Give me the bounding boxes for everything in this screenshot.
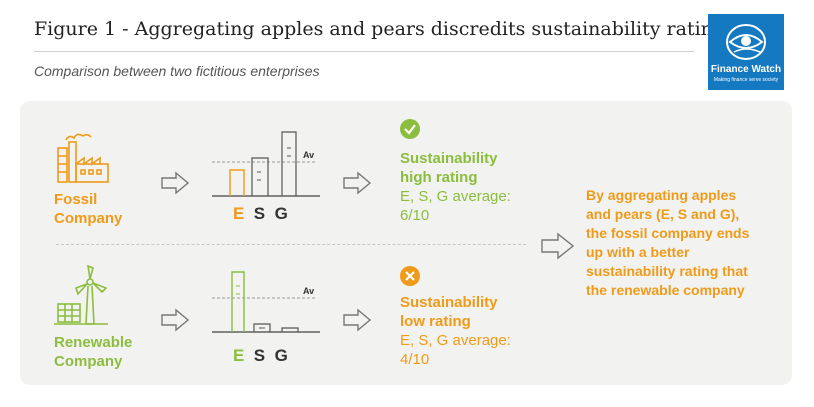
bar-g (281, 131, 297, 196)
globe-eye-icon (726, 24, 766, 60)
check-icon (400, 119, 420, 139)
arrow-right-icon (343, 171, 372, 195)
arrow-right-icon (343, 308, 372, 332)
renewable-esg-bar-chart (212, 271, 320, 333)
bar-s (251, 157, 269, 196)
fossil-rating-title: Sustainability high rating (400, 150, 498, 186)
conclusion-text: By aggregating apples and pears (E, S an… (586, 187, 750, 298)
average-label: Av (303, 150, 315, 160)
wind-turbine-solar-icon (54, 264, 108, 325)
fossil-esg-bar-chart (212, 131, 320, 197)
comparison-panel (20, 101, 792, 385)
bar-g (281, 327, 299, 332)
logo-tagline: Making finance serve society (713, 77, 779, 83)
renewable-esg-labels: E S G (233, 346, 288, 365)
title-divider (34, 51, 694, 52)
renewable-rating-title: Sustainability low rating (400, 294, 498, 330)
logo-brand-text: Finance Watch (710, 64, 782, 75)
arrow-right-icon (161, 308, 190, 332)
bar-e (231, 271, 245, 332)
page-subtitle: Comparison between two fictitious enterp… (34, 63, 320, 79)
arrow-right-icon (161, 171, 190, 195)
average-label: Av (303, 286, 315, 296)
fossil-company-name: Fossil Company (54, 191, 123, 227)
renewable-company-name: Renewable Company (54, 334, 133, 370)
factory-icon (57, 133, 109, 183)
arrow-right-icon (541, 232, 575, 260)
page-title: Figure 1 - Aggregating apples and pears … (34, 18, 735, 40)
cross-icon (400, 266, 420, 286)
row-divider (56, 244, 526, 245)
bar-e (229, 169, 245, 196)
bar-s (253, 323, 271, 332)
renewable-average: E, S, G average: 4/10 (400, 332, 511, 368)
fossil-average: E, S, G average: 6/10 (400, 188, 511, 224)
finance-watch-logo[interactable]: Finance Watch Making finance serve socie… (708, 14, 784, 90)
fossil-esg-labels: E S G (233, 204, 288, 223)
